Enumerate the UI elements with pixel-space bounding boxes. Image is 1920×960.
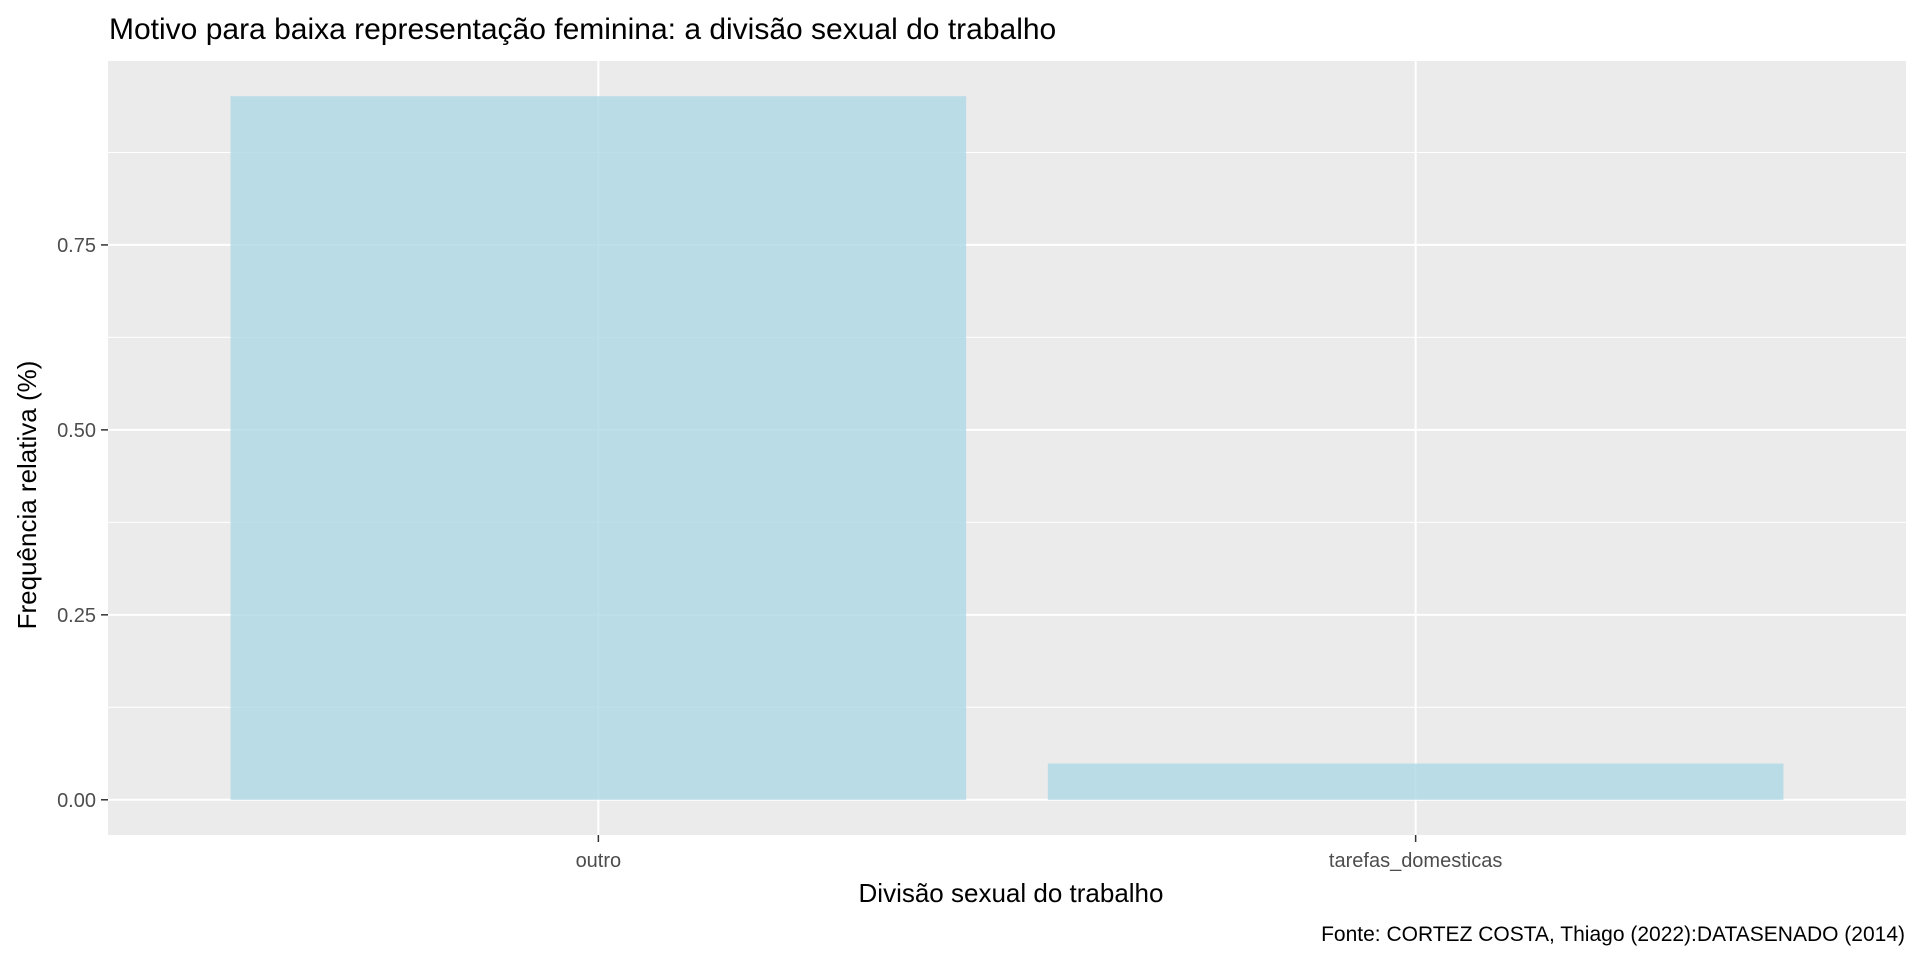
y-tick-label: 0.25 xyxy=(57,605,96,627)
x-axis-title: Divisão sexual do trabalho xyxy=(859,878,1164,908)
bars xyxy=(230,96,1784,800)
chart-title: Motivo para baixa representação feminina… xyxy=(109,13,1056,46)
y-tick-label: 0.00 xyxy=(57,790,96,812)
source-caption: Fonte: CORTEZ COSTA, Thiago (2022):DATAS… xyxy=(1321,923,1905,946)
y-tick-label: 0.75 xyxy=(57,235,96,257)
y-axis: 0.00 0.25 0.50 0.75 xyxy=(57,235,108,812)
bar-outro xyxy=(230,96,967,800)
x-axis: outro tarefas_domesticas xyxy=(576,835,1502,872)
bar-tarefas_domesticas xyxy=(1047,763,1784,800)
x-tick-label: tarefas_domesticas xyxy=(1329,850,1502,872)
x-tick-label: outro xyxy=(576,850,622,872)
y-axis-title: Frequência relativa (%) xyxy=(12,361,42,630)
y-tick-label: 0.50 xyxy=(57,420,96,442)
